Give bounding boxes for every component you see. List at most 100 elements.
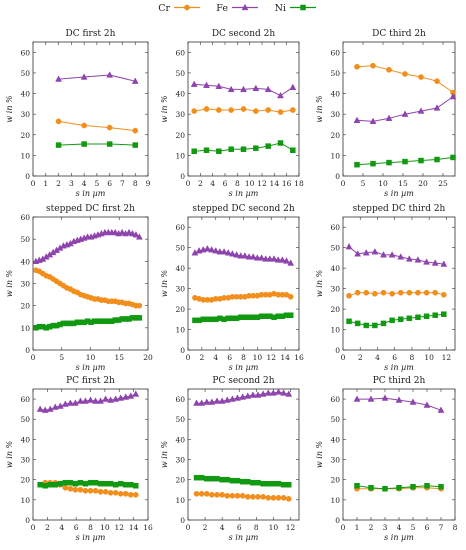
data-point xyxy=(191,108,198,114)
x-axis-label: s in µm xyxy=(384,533,414,542)
data-point xyxy=(133,482,139,489)
data-point xyxy=(228,146,234,152)
x-tick-label: 3 xyxy=(69,179,74,188)
data-point xyxy=(372,290,378,297)
data-point xyxy=(415,289,421,296)
data-point xyxy=(66,399,74,406)
x-tick-label: 0 xyxy=(31,523,36,532)
x-axis-label: s in µm xyxy=(229,533,259,542)
data-point xyxy=(128,481,134,488)
data-point xyxy=(67,479,74,486)
data-point xyxy=(386,66,392,73)
data-point xyxy=(204,244,211,252)
data-point xyxy=(112,481,119,488)
data-point xyxy=(437,406,445,413)
data-point xyxy=(265,494,272,501)
data-point xyxy=(239,492,246,499)
y-tick-label: 0 xyxy=(25,172,30,181)
data-point xyxy=(228,395,236,402)
y-tick-label: 10 xyxy=(20,496,30,505)
data-point xyxy=(106,124,113,131)
panel-3: DC third 2h 0 10 20 30 40 50 60 0 5 10 15 20 25 s in µ… xyxy=(315,29,457,198)
x-tick-label: 7 xyxy=(120,179,125,188)
y-tick-label: 20 xyxy=(330,305,340,314)
data-point xyxy=(381,394,389,401)
series-ni xyxy=(193,474,292,488)
data-point xyxy=(270,494,277,501)
x-tick-label: 18 xyxy=(294,179,304,188)
data-point xyxy=(37,481,43,488)
data-point xyxy=(241,252,249,259)
y-tick-label: 50 xyxy=(175,415,185,424)
data-point xyxy=(213,397,221,404)
data-point xyxy=(240,85,247,93)
data-point xyxy=(208,398,216,405)
data-point xyxy=(396,485,402,491)
legend-item-ni: Ni xyxy=(275,3,316,14)
data-point xyxy=(203,398,211,405)
data-point xyxy=(441,311,447,317)
x-tick-label: 8 xyxy=(410,353,415,362)
data-point xyxy=(214,475,220,482)
data-point xyxy=(369,117,377,125)
y-tick-label: 10 xyxy=(175,496,185,505)
data-point xyxy=(265,480,272,487)
data-point xyxy=(405,255,413,262)
y-tick-label: 0 xyxy=(180,172,185,181)
data-point xyxy=(363,322,370,329)
y-tick-label: 50 xyxy=(175,69,185,78)
data-point xyxy=(380,320,387,327)
data-point xyxy=(127,392,135,399)
data-point xyxy=(234,492,241,499)
data-point xyxy=(264,85,272,93)
y-tick-label: 20 xyxy=(20,131,30,140)
panel-title: stepped DC first 2h xyxy=(46,204,135,214)
data-point xyxy=(81,141,87,147)
x-tick-label: 0 xyxy=(186,353,191,362)
x-tick-label: 0 xyxy=(186,523,191,532)
data-point xyxy=(415,314,421,321)
data-point xyxy=(368,485,374,491)
x-tick-label: 5 xyxy=(411,523,416,532)
data-point xyxy=(117,480,124,487)
x-tick-label: 3 xyxy=(383,523,388,532)
data-point xyxy=(77,486,84,493)
data-point xyxy=(62,479,69,486)
data-point xyxy=(353,395,361,402)
x-axis-label: s in µm xyxy=(384,189,414,198)
data-point xyxy=(87,487,94,494)
data-point xyxy=(240,146,247,152)
data-point xyxy=(97,397,104,404)
panel-title: PC first 2h xyxy=(66,376,115,386)
data-point xyxy=(216,148,222,155)
legend-label: Ni xyxy=(275,3,286,14)
legend-item-fe: Fe xyxy=(216,3,258,14)
y-tick-label: 0 xyxy=(25,346,30,355)
x-tick-label: 12 xyxy=(286,523,296,532)
data-point xyxy=(228,250,236,257)
x-tick-label: 2 xyxy=(369,523,374,532)
data-point xyxy=(132,390,140,397)
data-point xyxy=(212,247,220,254)
data-point xyxy=(190,80,198,87)
x-tick-label: 0 xyxy=(341,353,346,362)
data-point xyxy=(265,107,272,113)
data-point xyxy=(382,486,388,492)
data-point xyxy=(102,480,109,487)
data-point xyxy=(244,392,252,399)
x-tick-label: 4 xyxy=(59,523,64,532)
data-point xyxy=(245,478,251,485)
data-point xyxy=(260,493,266,500)
data-point xyxy=(431,259,439,266)
data-point xyxy=(380,289,387,296)
x-tick-label: 12 xyxy=(114,523,124,532)
series-fe xyxy=(36,390,140,413)
y-axis-label: w in % xyxy=(315,269,324,297)
data-point xyxy=(72,480,79,487)
y-tick-label: 20 xyxy=(20,302,30,311)
data-point xyxy=(354,320,361,327)
series-cr xyxy=(354,62,456,96)
data-point xyxy=(229,477,236,484)
data-point xyxy=(402,158,408,165)
x-tick-label: 25 xyxy=(438,179,448,188)
